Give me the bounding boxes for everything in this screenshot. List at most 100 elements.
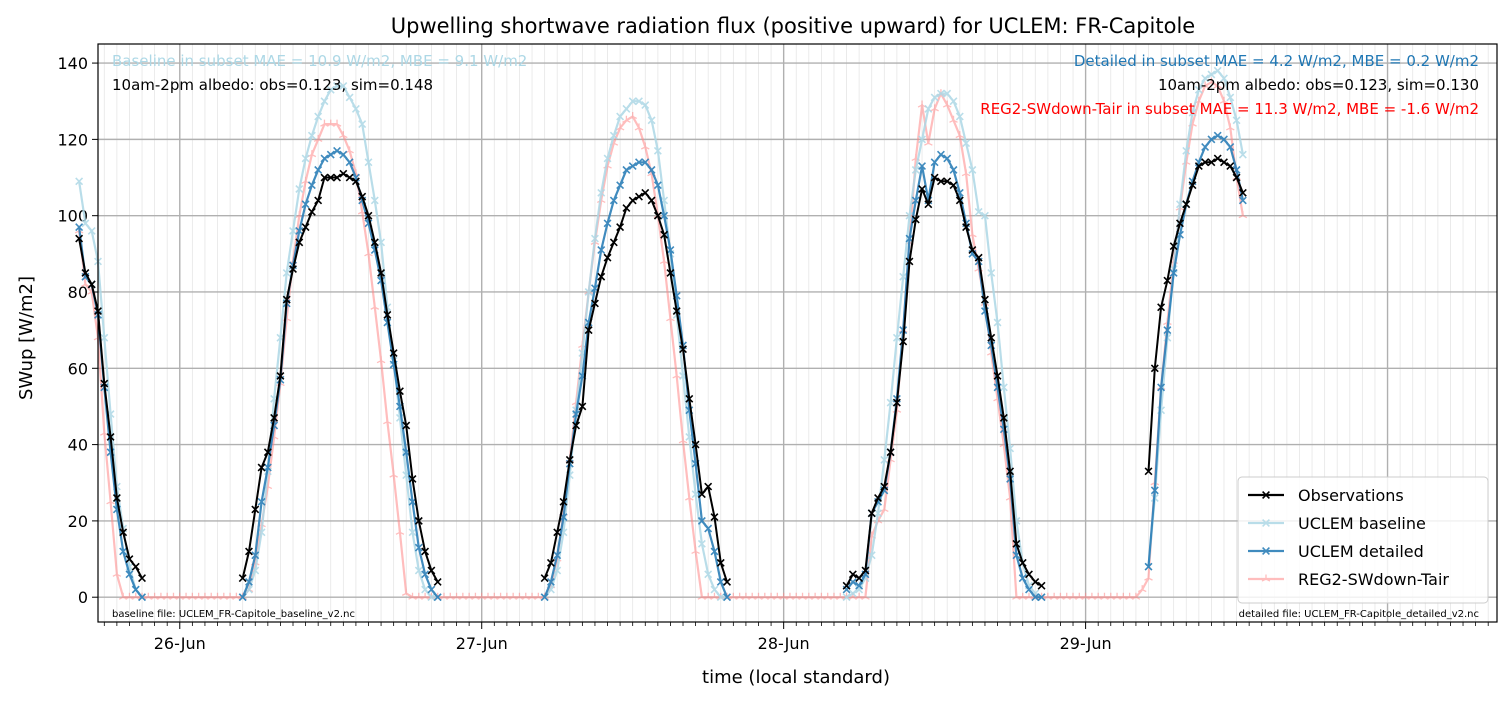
data-point — [886, 448, 895, 457]
data-point — [1201, 143, 1210, 151]
data-point — [100, 333, 109, 342]
data-point — [842, 593, 851, 602]
series-uclem-baseline — [75, 66, 1247, 602]
data-point — [603, 154, 612, 163]
data-point — [974, 207, 983, 216]
data-point — [282, 295, 291, 304]
data-point — [257, 463, 266, 472]
data-point — [1232, 173, 1241, 182]
data-point — [1238, 150, 1247, 159]
data-point — [880, 455, 889, 464]
series-line — [1147, 134, 1244, 567]
data-point — [75, 177, 84, 186]
data-point — [1188, 108, 1197, 117]
data-point — [1025, 570, 1033, 579]
data-point — [427, 585, 436, 594]
data-point — [1150, 364, 1159, 373]
data-point — [962, 139, 971, 148]
data-point — [408, 474, 417, 483]
data-point — [603, 253, 612, 262]
data-point — [1157, 303, 1166, 312]
data-point — [433, 577, 442, 586]
data-point — [1188, 181, 1197, 190]
data-point — [414, 566, 423, 575]
data-point — [987, 268, 996, 277]
data-point — [924, 200, 933, 209]
data-point — [874, 509, 882, 518]
data-point — [1207, 158, 1216, 167]
data-point — [314, 112, 323, 121]
data-point — [245, 547, 253, 556]
data-point — [672, 307, 681, 316]
data-point — [647, 116, 656, 125]
data-point — [999, 413, 1008, 422]
data-point — [364, 158, 373, 167]
data-point — [546, 577, 555, 586]
data-point — [345, 158, 354, 167]
data-point — [1201, 74, 1210, 83]
data-point — [345, 173, 354, 182]
data-point — [389, 349, 398, 357]
data-point — [100, 379, 109, 388]
data-point — [376, 356, 386, 364]
data-point — [685, 394, 694, 403]
data-point — [641, 101, 650, 110]
data-point — [704, 524, 713, 533]
data-point — [622, 204, 631, 213]
y-tick-label: 100 — [57, 207, 88, 226]
data-point — [635, 192, 643, 201]
data-point — [301, 223, 310, 232]
data-point — [320, 97, 329, 106]
data-point — [131, 562, 140, 571]
data-point — [540, 593, 549, 602]
data-point — [949, 115, 958, 123]
data-point — [333, 146, 342, 155]
data-point — [584, 326, 593, 335]
data-point — [119, 528, 128, 537]
data-point — [339, 169, 348, 178]
data-point — [697, 539, 706, 548]
data-point — [880, 482, 889, 491]
legend: Observations UCLEM baseline UCLEM detailed… — [1237, 476, 1489, 604]
data-point — [1006, 467, 1015, 476]
data-point — [257, 497, 266, 506]
data-point — [1238, 188, 1247, 197]
data-point — [660, 211, 669, 220]
data-point — [609, 196, 618, 205]
data-point — [282, 268, 291, 277]
data-point — [138, 574, 146, 583]
data-point — [710, 547, 719, 556]
data-point — [590, 299, 599, 308]
data-point — [320, 173, 329, 182]
data-point — [874, 494, 882, 502]
data-point — [333, 173, 342, 182]
baseline-albedo-text: 10am-2pm albedo: obs=0.123, sim=0.148 — [112, 76, 433, 94]
series-line — [846, 92, 1043, 599]
data-point — [974, 253, 983, 262]
data-point — [383, 417, 392, 425]
data-point — [138, 593, 146, 602]
data-point — [358, 120, 367, 129]
data-point — [697, 516, 706, 525]
y-tick-label: 20 — [68, 512, 88, 531]
data-point — [943, 89, 952, 98]
data-point — [251, 551, 260, 560]
data-point — [918, 135, 927, 144]
data-point — [1213, 66, 1222, 75]
data-point — [616, 181, 625, 190]
legend-item — [1248, 519, 1284, 527]
detailed-albedo-text: 10am-2pm albedo: obs=0.123, sim=0.130 — [1158, 76, 1479, 94]
data-point — [1144, 573, 1153, 581]
data-point — [993, 318, 1002, 327]
data-point — [263, 463, 272, 472]
data-point — [861, 592, 870, 600]
data-point — [616, 223, 625, 232]
data-point — [1175, 200, 1184, 209]
data-point — [930, 158, 939, 167]
data-point — [622, 115, 631, 123]
data-point — [389, 470, 398, 478]
data-point — [1169, 242, 1178, 251]
data-point — [716, 593, 725, 602]
data-point — [609, 131, 618, 140]
data-point — [999, 383, 1008, 392]
